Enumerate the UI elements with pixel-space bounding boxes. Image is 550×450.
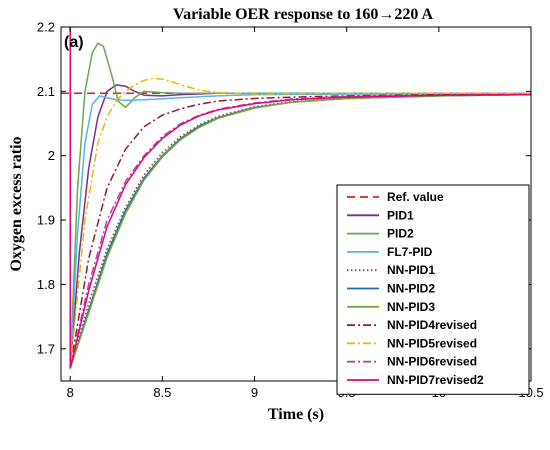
chart-title: Variable OER response to 160→220 A [173,6,433,23]
legend-label: NN-PID7revised2 [387,373,484,387]
x-tick-label: 9 [251,385,258,400]
legend-label: NN-PID1 [387,263,435,277]
y-tick-label: 2.1 [37,84,55,99]
legend-box [336,184,530,395]
y-axis-title: Oxygen excess ratio [8,136,25,271]
x-axis-title: Time (s) [268,406,324,423]
legend-label: Ref. value [387,190,444,204]
legend-label: NN-PID2 [387,282,435,296]
series-line-4 [69,92,531,369]
plot-frame [60,26,532,382]
legend: Ref. value PID1 PID2 FL7-PID NN-PID1 NN-PID2 N… [336,184,530,395]
y-tick-label: 1.9 [37,213,55,228]
series-line-8 [69,93,531,369]
series-line-3 [69,42,531,369]
legend-label: NN-PID5revised [387,336,477,350]
panel-label: (a) [64,34,84,51]
series-layer [61,27,531,369]
y-tick-label: 2 [48,148,55,163]
y-tick-label: 1.8 [37,277,55,292]
legend-label: NN-PID3 [387,300,435,314]
legend-label: FL7-PID [387,245,433,259]
y-tick-label: 1.7 [37,341,55,356]
series-line-7 [69,93,531,369]
series-line-9 [69,77,531,369]
legend-label: NN-PID6revised [387,355,477,369]
legend-label: PID2 [387,227,414,241]
legend-label: NN-PID4revised [387,318,477,332]
legend-label: PID1 [387,208,414,222]
x-tick-label: 8 [67,385,74,400]
series-line-11 [69,27,531,369]
x-tick-label: 8.5 [153,385,171,400]
y-tick-label: 2.2 [37,20,55,35]
